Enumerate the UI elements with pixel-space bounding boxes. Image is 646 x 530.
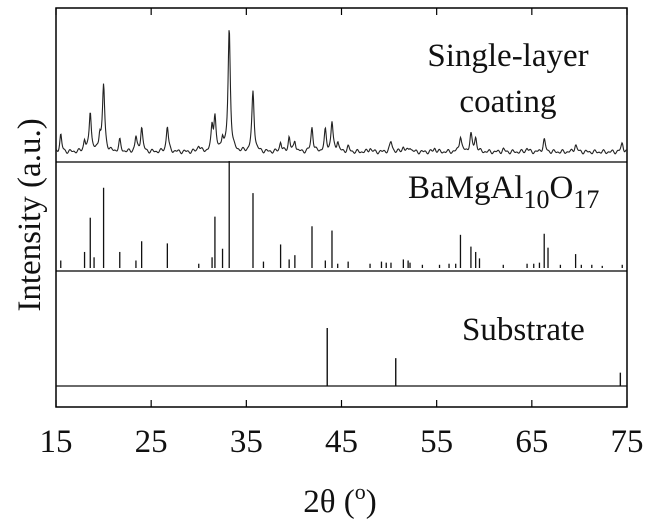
reference-label-sub2: 17: [573, 185, 599, 214]
coating-label-line1: Single-layer: [427, 38, 588, 74]
x-tick-label-75: 75: [611, 424, 644, 460]
panel-dividers: [56, 161, 627, 272]
x-axis-label: 2θ (o): [303, 479, 377, 520]
substrate-label: Substrate: [462, 312, 585, 348]
coating-pattern: [55, 30, 627, 155]
reference-label-main: BaMgAl: [408, 170, 524, 206]
x-axis-ticks: 15 25 35 45 55 65 75: [40, 8, 644, 460]
reference-label-mid: O: [550, 170, 574, 206]
reference-label: BaMgAl10O17: [408, 170, 599, 214]
reference-label-sub1: 10: [524, 185, 550, 214]
x-tick-label-15: 15: [40, 424, 73, 460]
x-tick-label-45: 45: [325, 424, 358, 460]
coating-label-line2: coating: [459, 84, 556, 120]
y-axis-label: Intensity (a.u.): [12, 118, 48, 311]
x-axis-label-degree: o: [355, 479, 366, 504]
x-axis-label-close: ): [366, 484, 377, 520]
x-tick-label-55: 55: [420, 424, 453, 460]
substrate-pattern: [56, 328, 627, 387]
x-tick-label-35: 35: [230, 424, 263, 460]
coating-curve: [55, 30, 627, 155]
bamgal10o17-reference-pattern: [60, 161, 623, 268]
x-tick-label-25: 25: [135, 424, 168, 460]
x-axis-label-main: 2θ (: [303, 484, 355, 520]
x-tick-label-65: 65: [515, 424, 548, 460]
